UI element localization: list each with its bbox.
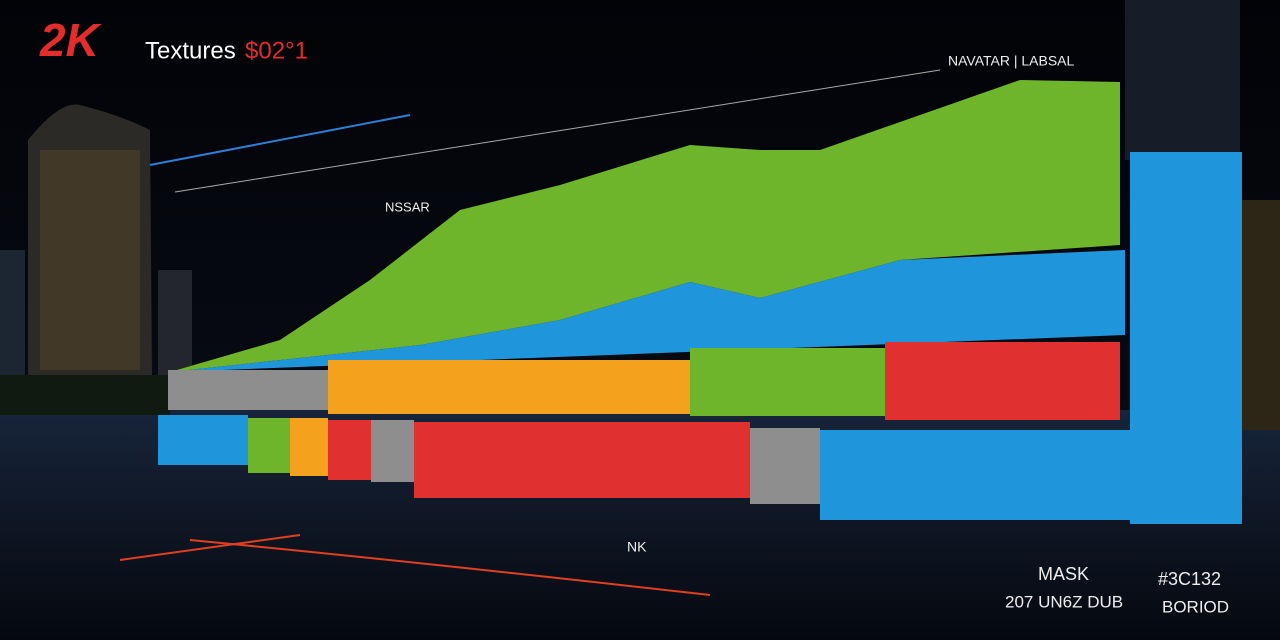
tall-bar: [1130, 152, 1242, 524]
blue-area: [170, 250, 1125, 372]
segment: [750, 428, 820, 504]
segment: [158, 415, 248, 465]
segment: [820, 430, 1130, 520]
segment: [168, 370, 328, 410]
label: 207 UN6Z DUB: [1005, 592, 1123, 611]
wave-line: [189, 539, 711, 596]
guide-line: [149, 114, 411, 166]
label: NK: [627, 539, 647, 555]
trees: [0, 375, 170, 415]
building: [1242, 200, 1280, 430]
green-area: [170, 80, 1120, 372]
title: Textures: [145, 37, 236, 64]
guide-line: [174, 69, 941, 193]
segment: [328, 420, 371, 480]
tower-windows: [40, 150, 140, 370]
label: MASK: [1038, 564, 1089, 584]
wave-line: [119, 534, 301, 561]
segment: [328, 360, 690, 414]
building: [1125, 0, 1240, 160]
city: [0, 0, 1280, 430]
middle-band: [168, 342, 1120, 420]
tower: [28, 104, 152, 375]
label: BORIOD: [1162, 597, 1229, 616]
building: [0, 250, 25, 375]
segment: [885, 342, 1120, 420]
lower-band: [158, 415, 1130, 520]
label: NAVATAR | LABSAL: [948, 53, 1075, 69]
label: NSSAR: [385, 199, 430, 214]
segment: [290, 418, 328, 476]
label: #3C132: [1158, 569, 1221, 589]
logo: 2K: [39, 14, 102, 66]
segment: [414, 422, 750, 498]
segment: [371, 420, 414, 482]
building: [158, 270, 192, 375]
title-suffix: $02°1: [245, 37, 308, 64]
segment: [248, 418, 290, 473]
segment: [690, 348, 885, 416]
